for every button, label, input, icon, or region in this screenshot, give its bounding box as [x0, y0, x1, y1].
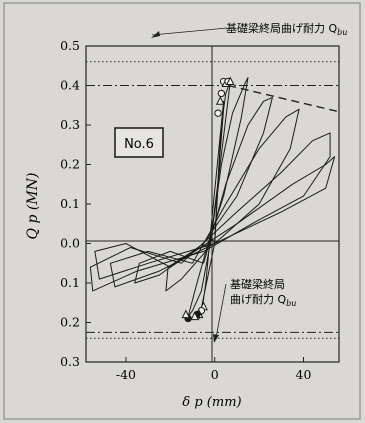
peak-markers [181, 76, 235, 323]
peak-marker [225, 76, 235, 86]
hysteresis-loops [89, 77, 336, 320]
peak-marker [214, 109, 222, 117]
y-tick-label: 0.1 [60, 196, 80, 211]
hysteresis-loop [198, 100, 225, 320]
x-tick-label: -40 [116, 367, 136, 382]
peak-marker [190, 311, 200, 321]
y-tick-label: 0.3 [60, 117, 80, 132]
y-axis-ticks: 0.5 0.4 0.3 0.2 0.1 0.0 0.1 0.2 0.3 [60, 38, 91, 369]
top-annotation: 基礎梁終局曲げ耐力 Qbu [151, 21, 347, 38]
x-tick-label: 0 [211, 367, 219, 382]
specimen-label: No.6 [124, 137, 154, 152]
specimen-label-box: No.6 [114, 127, 164, 158]
peak-marker [217, 89, 226, 98]
peak-marker [181, 309, 191, 319]
hysteresis-loop [94, 156, 336, 280]
hysteresis-loop [109, 108, 300, 288]
top-annotation-text: 基礎梁終局曲げ耐力 Q [226, 21, 337, 35]
y-tick-label: 0.2 [60, 315, 80, 330]
top-annotation-subscript: bu [337, 28, 347, 37]
bottom-annotation: 基礎梁終局 曲げ耐力 Qbu [213, 277, 296, 343]
bottom-annotation-subscript: bu [286, 299, 296, 308]
x-axis-label: δ p (mm) [182, 395, 241, 410]
svg-text:基礎梁終局曲げ耐力 Qbu: 基礎梁終局曲げ耐力 Qbu [226, 21, 347, 37]
hysteresis-loop [134, 96, 273, 284]
hysteresis-loop [187, 81, 231, 318]
figure-frame [3, 2, 361, 420]
y-tick-label: 0.5 [60, 38, 80, 53]
svg-text:曲げ耐力 Qbu: 曲げ耐力 Qbu [230, 293, 296, 308]
bottom-annotation-line1: 基礎梁終局 [230, 277, 285, 291]
y-tick-label: 0.0 [60, 236, 80, 251]
bottom-annotation-line2: 曲げ耐力 Q [230, 293, 286, 306]
hysteresis-loop [89, 132, 331, 292]
x-tick-label: 40 [296, 367, 312, 382]
y-axis-label: Q p (MN) [25, 173, 41, 240]
y-tick-label: 0.3 [60, 354, 80, 369]
y-tick-label: 0.1 [60, 275, 80, 290]
peak-marker [215, 96, 225, 105]
y-tick-label: 0.2 [60, 157, 80, 172]
x-axis-ticks: -40 0 40 [116, 357, 312, 382]
y-tick-label: 0.4 [60, 78, 80, 93]
